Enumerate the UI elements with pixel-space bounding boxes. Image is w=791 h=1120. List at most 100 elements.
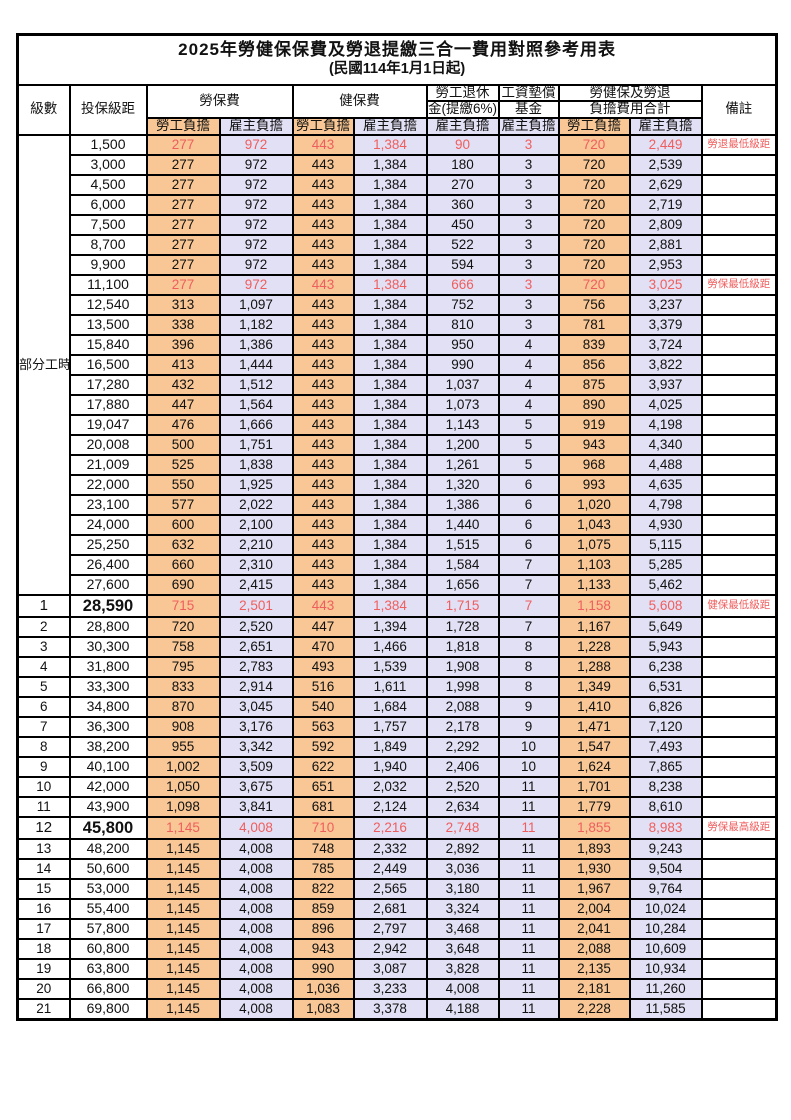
total-employer-cell: 2,629 — [628, 174, 703, 197]
table-row: 12,540 313 1,097 443 1,384 752 3 756 3,237 — [18, 294, 778, 317]
wage-fund-employer-cell: 11 — [497, 978, 560, 1001]
level-cell: 9 — [16, 756, 71, 779]
pension-employer-cell: 594 — [425, 254, 500, 277]
total-employee-cell: 839 — [557, 334, 631, 357]
labor-employer-cell: 3,841 — [218, 796, 294, 819]
bracket-cell: 1,500 — [68, 134, 148, 157]
health-employee-cell: 443 — [291, 454, 355, 477]
bracket-cell: 20,008 — [68, 434, 148, 457]
total-employee-cell: 1,043 — [557, 514, 631, 537]
pension-employer-cell: 4,188 — [425, 998, 500, 1021]
total-employer-cell: 3,937 — [628, 374, 703, 397]
bracket-cell: 3,000 — [68, 154, 148, 177]
labor-employer-cell: 2,914 — [218, 676, 294, 699]
total-employee-cell: 919 — [557, 414, 631, 437]
bracket-cell: 33,300 — [68, 676, 148, 699]
labor-employee-cell: 313 — [145, 294, 221, 317]
remark-cell — [700, 776, 778, 799]
level-cell: 12 — [16, 816, 71, 841]
pension-employer-cell: 1,818 — [425, 636, 500, 659]
wage-fund-employer-cell: 11 — [497, 918, 560, 941]
level-cell: 14 — [16, 858, 71, 881]
health-employee-cell: 859 — [291, 898, 355, 921]
health-employee-cell: 990 — [291, 958, 355, 981]
table-row: 8,700 277 972 443 1,384 522 3 720 2,881 — [18, 234, 778, 257]
labor-employer-cell: 2,651 — [218, 636, 294, 659]
wage-fund-employer-cell: 9 — [497, 696, 560, 719]
health-employer-cell: 1,384 — [352, 154, 428, 177]
table-row: 14 50,600 1,145 4,008 785 2,449 3,036 11 1,930 9,… — [16, 858, 778, 881]
total-employer-cell: 3,822 — [628, 354, 703, 377]
wage-fund-employer-cell: 5 — [497, 434, 560, 457]
total-employee-cell: 1,075 — [557, 534, 631, 557]
labor-employee-cell: 1,145 — [145, 998, 221, 1021]
total-employee-cell: 720 — [557, 274, 631, 297]
bracket-cell: 9,900 — [68, 254, 148, 277]
total-employer-cell: 5,462 — [628, 574, 703, 597]
labor-employer-cell: 4,008 — [218, 858, 294, 881]
table-row: 12 45,800 1,145 4,008 710 2,216 2,748 11 1,855 8,… — [16, 816, 778, 841]
total-employer-cell: 9,243 — [628, 838, 703, 861]
total-employer-cell: 2,449 — [628, 134, 703, 157]
health-employee-cell: 443 — [291, 274, 355, 297]
bracket-cell: 6,000 — [68, 194, 148, 217]
health-employee-cell: 710 — [291, 816, 355, 841]
health-employer-cell: 1,849 — [352, 736, 428, 759]
wage-fund-employer-cell: 11 — [497, 878, 560, 901]
part-time-level-cell: 部分工時 — [16, 134, 71, 597]
wage-fund-employer-cell: 4 — [497, 374, 560, 397]
health-employee-cell: 622 — [291, 756, 355, 779]
wage-fund-employer-cell: 11 — [497, 938, 560, 961]
wage-fund-employer-cell: 11 — [497, 838, 560, 861]
wage-fund-employer-cell: 6 — [497, 494, 560, 517]
bracket-cell: 23,100 — [68, 494, 148, 517]
health-employer-cell: 2,032 — [352, 776, 428, 799]
bracket-cell: 28,800 — [68, 616, 148, 639]
col-header-level: 級數 — [16, 83, 71, 137]
total-employee-cell: 2,041 — [557, 918, 631, 941]
labor-employee-cell: 1,145 — [145, 898, 221, 921]
pension-employer-cell: 1,440 — [425, 514, 500, 537]
header-row-3: 勞工負擔 雇主負擔 勞工負擔 雇主負擔 雇主負擔 雇主負擔 勞工負擔 雇主負擔 — [18, 117, 777, 137]
health-employer-cell: 1,384 — [352, 294, 428, 317]
total-employer-cell: 2,881 — [628, 234, 703, 257]
total-employer-cell: 5,649 — [628, 616, 703, 639]
labor-employee-cell: 955 — [145, 736, 221, 759]
wage-fund-employer-cell: 4 — [497, 334, 560, 357]
health-employer-cell: 1,384 — [352, 394, 428, 417]
pension-employer-cell: 3,648 — [425, 938, 500, 961]
labor-employee-cell: 1,145 — [145, 978, 221, 1001]
labor-employer-cell: 972 — [218, 214, 294, 237]
labor-employee-cell: 1,145 — [145, 858, 221, 881]
remark-cell: 勞保最高級距 — [700, 816, 778, 841]
total-employer-cell: 4,798 — [628, 494, 703, 517]
health-employee-cell: 748 — [291, 838, 355, 861]
health-employer-cell: 2,332 — [352, 838, 428, 861]
health-employer-cell: 1,384 — [352, 534, 428, 557]
level-cell: 16 — [16, 898, 71, 921]
wage-fund-employer-cell: 3 — [497, 254, 560, 277]
total-employee-cell: 781 — [557, 314, 631, 337]
labor-employee-cell: 277 — [145, 214, 221, 237]
labor-employer-cell: 4,008 — [218, 938, 294, 961]
table-row: 13 48,200 1,145 4,008 748 2,332 2,892 11 1,893 9,… — [16, 838, 778, 861]
pension-employer-cell: 950 — [425, 334, 500, 357]
labor-employer-cell: 972 — [218, 274, 294, 297]
wage-fund-employer-cell: 10 — [497, 756, 560, 779]
health-employee-cell: 443 — [291, 254, 355, 277]
wage-fund-employer-cell: 11 — [497, 898, 560, 921]
labor-employer-cell: 1,444 — [218, 354, 294, 377]
subheader-labor-employee: 勞工負擔 — [145, 117, 221, 137]
pension-employer-cell: 180 — [425, 154, 500, 177]
col-header-labor-insurance: 勞保費 — [145, 83, 294, 120]
table-row: 19 63,800 1,145 4,008 990 3,087 3,828 11 2,135 10… — [16, 958, 778, 981]
remark-cell — [700, 676, 778, 699]
wage-fund-employer-cell: 3 — [497, 194, 560, 217]
table-row: 10 42,000 1,050 3,675 651 2,032 2,520 11 1,701 8,… — [16, 776, 778, 799]
bracket-cell: 13,500 — [68, 314, 148, 337]
table-row: 13,500 338 1,182 443 1,384 810 3 781 3,379 — [18, 314, 778, 337]
remark-cell — [700, 454, 778, 477]
health-employer-cell: 1,384 — [352, 454, 428, 477]
wage-fund-employer-cell: 3 — [497, 174, 560, 197]
health-employer-cell: 1,384 — [352, 374, 428, 397]
